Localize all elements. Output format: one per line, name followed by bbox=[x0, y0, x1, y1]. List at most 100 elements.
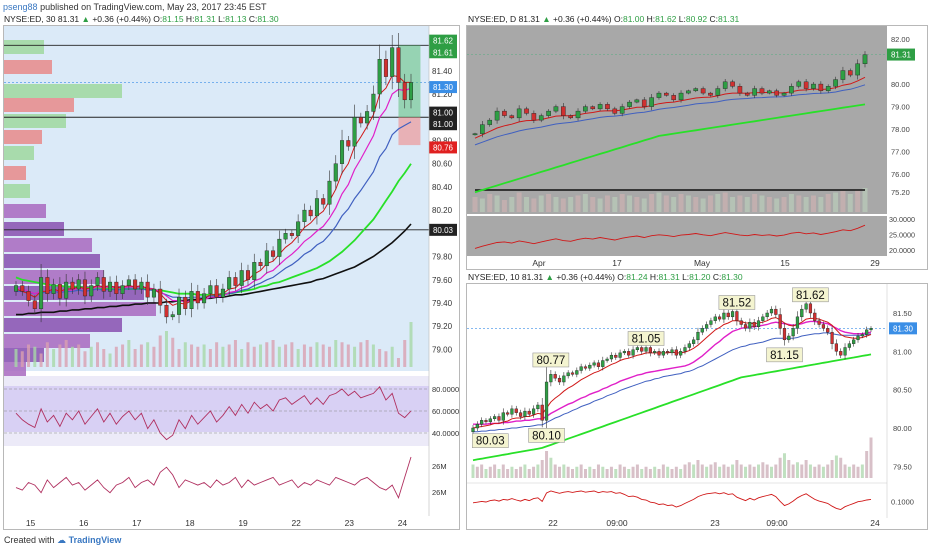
tr-volume-bar bbox=[649, 194, 655, 212]
left-volume-bar bbox=[139, 344, 143, 367]
left-price-tag-bg bbox=[429, 34, 457, 47]
br-annotation-box bbox=[472, 433, 509, 448]
br-volume-bar bbox=[817, 464, 821, 478]
br-candle bbox=[549, 374, 553, 383]
br-volume-bar bbox=[748, 464, 752, 478]
tr-ind-tick: 25.0000 bbox=[889, 230, 915, 239]
tr-candle bbox=[789, 86, 794, 94]
left-rsi-tick: 80.0000 bbox=[432, 385, 459, 394]
br-candle bbox=[514, 408, 518, 413]
left-volume-bar bbox=[227, 344, 231, 367]
br-candle bbox=[782, 328, 787, 341]
left-close: 81.31 bbox=[57, 14, 80, 24]
left-volume-bar bbox=[64, 340, 68, 367]
tr-candle bbox=[671, 95, 676, 101]
br-chart-panel[interactable]: 80.03 80.77 80.10 81.05 81.52 81.62 81.15 81.50… bbox=[466, 283, 928, 530]
tr-candle bbox=[781, 92, 787, 96]
left-candle bbox=[383, 59, 388, 77]
br-volume-bar bbox=[770, 466, 773, 478]
left-chart-panel[interactable]: 81.40 81.20 80.80 80.60 80.40 80.20 79.80 79.60… bbox=[3, 25, 460, 530]
left-volume-bar bbox=[277, 346, 281, 367]
br-volume-bar bbox=[795, 462, 799, 478]
br-volume-bar bbox=[501, 464, 505, 478]
left-candle bbox=[151, 288, 156, 298]
left-candle bbox=[214, 285, 219, 298]
br-candle bbox=[687, 343, 691, 348]
left-volume-bar bbox=[215, 342, 219, 367]
tr-volume-bar bbox=[479, 198, 485, 212]
tr-up-arrow-icon: ▲ bbox=[542, 14, 551, 24]
tr-volume-bar bbox=[825, 194, 831, 212]
left-volume-bar bbox=[196, 346, 200, 367]
left-vol-tick: 26M bbox=[432, 488, 447, 497]
tr-candle bbox=[605, 104, 610, 110]
br-volume-bar bbox=[631, 466, 635, 478]
tr-volume-bar bbox=[715, 194, 721, 212]
br-volume-bar bbox=[523, 464, 527, 478]
left-volume-bar bbox=[146, 342, 150, 367]
tr-ema-slow-line bbox=[474, 84, 866, 146]
br-volume-bar bbox=[653, 466, 657, 478]
tr-candle bbox=[737, 86, 743, 94]
br-volume-bar bbox=[592, 469, 596, 478]
left-volume-bar bbox=[340, 342, 344, 367]
left-price-tag: 81.00 bbox=[433, 109, 454, 118]
br-candle bbox=[596, 362, 601, 367]
left-volume-bar bbox=[177, 349, 181, 367]
tr-close: 81.31 bbox=[518, 14, 540, 24]
br-volume-bar bbox=[657, 469, 661, 478]
left-price-tag: 80.03 bbox=[433, 226, 454, 235]
br-candle bbox=[696, 331, 700, 341]
tr-volume-bar bbox=[641, 198, 647, 212]
tr-candle bbox=[502, 110, 507, 116]
left-candle bbox=[114, 281, 119, 294]
left-rsi-line bbox=[15, 386, 412, 441]
left-candle bbox=[145, 281, 150, 298]
tradingview-brand[interactable]: TradingView bbox=[68, 535, 122, 545]
tr-candle bbox=[634, 99, 640, 103]
br-volume-bar bbox=[536, 464, 540, 478]
left-candle bbox=[39, 277, 44, 309]
br-volume-bar bbox=[813, 466, 817, 478]
left-candle bbox=[189, 291, 194, 309]
br-x-tick: 23 bbox=[710, 518, 720, 528]
left-y-tick: 79.60 bbox=[432, 276, 453, 285]
tr-candle bbox=[649, 97, 654, 107]
br-annotation-box bbox=[532, 352, 570, 368]
br-volume-bar bbox=[865, 451, 869, 478]
br-candle bbox=[471, 427, 475, 433]
tr-chart-svg[interactable]: 82.00 80.00 79.00 78.00 77.00 76.00 75.20 81.31… bbox=[467, 26, 927, 269]
left-candle bbox=[327, 180, 332, 205]
tr-volume-bar bbox=[634, 197, 640, 212]
br-volume-bar bbox=[765, 464, 769, 478]
left-price-tag-bg bbox=[429, 141, 457, 154]
br-candle bbox=[475, 423, 479, 429]
tr-chart-panel[interactable]: 82.00 80.00 79.00 78.00 77.00 76.00 75.20 81.31… bbox=[466, 25, 928, 270]
left-price-tag: 81.00 bbox=[433, 120, 454, 129]
tr-volume-bar bbox=[803, 197, 809, 212]
br-volume-bar bbox=[471, 464, 475, 478]
tr-y-tick: 82.00 bbox=[891, 35, 910, 44]
left-chart-svg[interactable]: 81.40 81.20 80.80 80.60 80.40 80.20 79.80 79.60… bbox=[4, 26, 459, 529]
tr-volume-bar bbox=[774, 198, 780, 212]
tr-candle bbox=[840, 70, 846, 80]
br-candle bbox=[592, 362, 596, 366]
left-volume-bar bbox=[89, 346, 93, 367]
br-y-tick: 81.50 bbox=[893, 309, 912, 318]
footer: Created with ☁ TradingView bbox=[4, 533, 121, 547]
left-candle bbox=[133, 279, 138, 290]
tr-candle bbox=[833, 79, 838, 87]
br-chart-svg[interactable]: 80.03 80.77 80.10 81.05 81.52 81.62 81.15 81.50… bbox=[467, 284, 927, 529]
br-ticker-line: NYSE:ED, 10 81.31 ▲ +0.36 (+0.44%) O:81.… bbox=[468, 272, 743, 282]
tr-candle bbox=[693, 88, 699, 92]
br-candle bbox=[488, 418, 492, 423]
left-candle bbox=[220, 288, 225, 298]
tr-volume-bar bbox=[781, 197, 787, 212]
br-volume-bar bbox=[497, 469, 501, 478]
br-candle bbox=[752, 322, 756, 328]
publish-header: pseng88 published on TradingView.com, Ma… bbox=[0, 0, 932, 14]
author-name[interactable]: pseng88 bbox=[3, 2, 38, 12]
br-annotation-box bbox=[792, 287, 829, 303]
br-candle bbox=[761, 316, 765, 321]
